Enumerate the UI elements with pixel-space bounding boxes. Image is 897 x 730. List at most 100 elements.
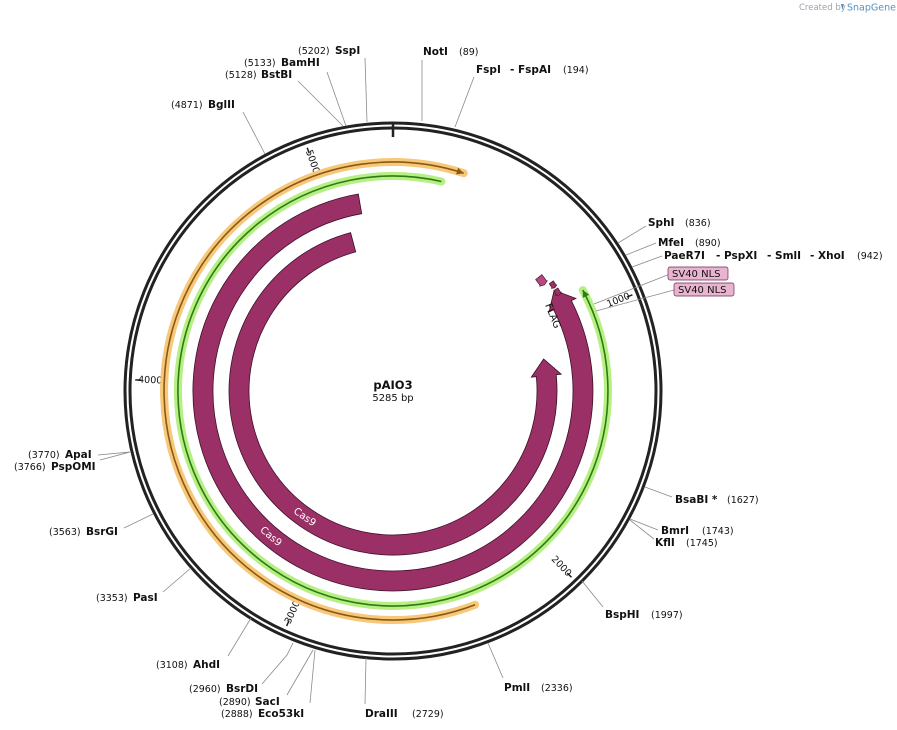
sv40-nls-label-1: SV40 NLS [672, 269, 721, 280]
site-pos-bglii: (4871) [171, 100, 203, 111]
site-pos-kfli: (1745) [686, 538, 718, 549]
orf-green-arrow[interactable] [177, 175, 609, 607]
site-ahdi[interactable]: (3108) AhdI [156, 659, 220, 671]
site-paer7i[interactable]: PaeR7I - PspXI - SmlI - XhoI (942) [664, 250, 883, 262]
site-bstbi[interactable]: (5128) BstBI [225, 69, 292, 81]
plasmid-size: 5285 bp [372, 393, 413, 404]
leader-ahdi [227, 617, 252, 657]
snapgene-brand[interactable]: SnapGene [847, 3, 896, 14]
site-name-pmli: PmlI [504, 682, 530, 694]
site-leaders [97, 57, 673, 705]
site-pos-pmli: (2336) [541, 683, 573, 694]
site-name-noti: NotI [423, 46, 448, 58]
leader-sspi [364, 57, 368, 123]
site-name-bsrdi: BsrDI [226, 683, 258, 695]
site-name-bamhi: BamHI [281, 57, 320, 69]
site-pos-bsphi: (1997) [651, 610, 683, 621]
site-pspomi[interactable]: (3766) PspOMI [14, 461, 96, 473]
site-apai[interactable]: (3770) ApaI [28, 449, 92, 461]
site-pos-bstbi: (5128) [225, 70, 257, 81]
leader-draiii [364, 657, 367, 705]
leader-sphi [617, 225, 647, 244]
site-name-bsabi: BsaBI * [675, 494, 718, 506]
leader-pmli [487, 642, 504, 679]
site-bsphi[interactable]: BspHI (1997) [605, 609, 683, 621]
leader-bsrgi [123, 513, 154, 529]
site-bsrdi[interactable]: (2960) BsrDI [189, 683, 258, 695]
leader-bsphi [581, 580, 604, 608]
site-draiii[interactable]: DraIII (2729) [365, 708, 444, 720]
site-pos-mfei: (890) [695, 238, 721, 249]
site-name-bsrgi: BsrGI [86, 526, 118, 538]
snapgene-logo-icon [841, 4, 844, 10]
leader-pspomi [99, 451, 131, 461]
site-name-pspxi: - PspXI [716, 250, 757, 262]
site-pos-pspomi: (3766) [14, 462, 46, 473]
orf-green-head [582, 290, 590, 298]
site-pos-bamhi: (5133) [244, 58, 276, 69]
site-pos-pasi: (3353) [96, 593, 128, 604]
site-name-pspomi: PspOMI [51, 461, 96, 473]
leader-saci [286, 649, 314, 696]
site-bmri[interactable]: BmrI (1743) [661, 525, 734, 537]
plasmid-name: pAIO3 [373, 378, 412, 392]
sv40-nls-feature-2[interactable] [553, 287, 562, 296]
tick-mark-5000 [306, 147, 310, 154]
site-pmli[interactable]: PmlI (2336) [504, 682, 573, 694]
flag-feature[interactable] [535, 274, 548, 287]
leader-bsabi [644, 486, 673, 498]
sv40-nls-feature-1[interactable] [548, 280, 558, 289]
leader-bstbi [297, 80, 344, 127]
site-mfei[interactable]: MfeI (890) [658, 237, 721, 249]
site-sspi[interactable]: (5202) SspI [298, 45, 360, 57]
site-bsabi[interactable]: BsaBI * (1627) [675, 494, 759, 506]
site-name-fspi: FspI [476, 64, 501, 76]
site-bglii[interactable]: (4871) BglII [171, 99, 235, 111]
backbone-outer [123, 121, 663, 661]
leader-bamhi [326, 71, 347, 127]
site-pos-fspi: (194) [563, 65, 589, 76]
leader-bglii [242, 111, 266, 155]
cas9-outer-arrow[interactable] [192, 193, 594, 592]
leader-apai [97, 451, 131, 456]
site-name-sphi: SphI [648, 217, 674, 229]
leader-pasi [162, 567, 192, 593]
leader-mfei [625, 242, 657, 256]
site-name-fspai: - FspAI [510, 64, 551, 76]
site-pasi[interactable]: (3353) PasI [96, 592, 158, 604]
leader-kfli [629, 519, 655, 540]
site-bsrgi[interactable]: (3563) BsrGI [49, 526, 118, 538]
site-name-pasi: PasI [133, 592, 158, 604]
site-name-xhoi: - XhoI [810, 250, 845, 262]
created-by-text: Created by [799, 3, 846, 13]
site-name-kfli: KflI [655, 537, 675, 549]
site-pos-noti: (89) [459, 47, 479, 58]
site-bamhi[interactable]: (5133) BamHI [244, 57, 320, 69]
site-pos-paer7i: (942) [857, 251, 883, 262]
sv40-nls-box-1[interactable] [667, 266, 729, 281]
tick-mark-3000 [285, 620, 290, 627]
leader-fspi [454, 76, 475, 128]
leader-eco53ki [309, 649, 316, 704]
sv40-nls-box-2[interactable] [673, 282, 735, 297]
site-pos-sphi: (836) [685, 218, 711, 229]
site-sphi[interactable]: SphI (836) [648, 217, 711, 229]
site-pos-saci: (2890) [219, 697, 251, 708]
site-eco53ki[interactable]: (2888) Eco53kI [221, 708, 304, 720]
site-pos-bsrdi: (2960) [189, 684, 221, 695]
site-name-smli: - SmlI [767, 250, 801, 262]
site-kfli[interactable]: KflI (1745) [655, 537, 718, 549]
site-fspi[interactable]: FspI - FspAI (194) [476, 64, 589, 76]
site-name-saci: SacI [255, 696, 280, 708]
site-pos-apai: (3770) [28, 450, 60, 461]
site-saci[interactable]: (2890) SacI [219, 696, 280, 708]
site-pos-ahdi: (3108) [156, 660, 188, 671]
leader-paer7i [631, 255, 663, 268]
orf-orange-arrow[interactable] [163, 161, 476, 621]
site-noti[interactable]: NotI (89) [423, 46, 479, 58]
site-name-apai: ApaI [65, 449, 92, 461]
site-pos-eco53ki: (2888) [221, 709, 253, 720]
cas9-inner-arrow[interactable] [228, 232, 563, 556]
tick-mark-2000 [566, 572, 573, 578]
